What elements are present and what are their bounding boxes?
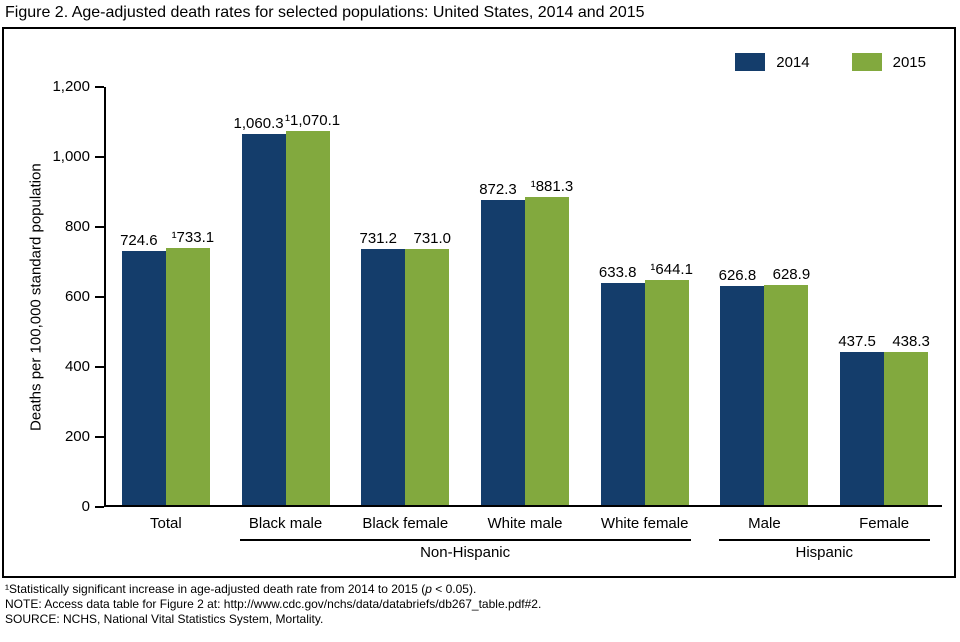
bar-group-black-female: 731.2 731.0 xyxy=(345,87,465,505)
bar-column-2015: ¹881.3 xyxy=(524,87,573,505)
bar-value-label: 633.8 xyxy=(598,264,637,282)
bar-column-2014: 437.5 xyxy=(838,87,885,505)
y-axis-tick xyxy=(95,366,104,368)
x-axis-label: Total xyxy=(150,515,182,532)
y-axis-tick xyxy=(95,436,104,438)
bar-value-label: 1,060.3 xyxy=(233,114,284,132)
bar-rect-2015 xyxy=(285,130,330,505)
x-axis-label: White female xyxy=(600,515,689,532)
bar-value-label: ¹733.1 xyxy=(171,229,215,247)
bar-value-label: 626.8 xyxy=(718,266,757,284)
y-axis-tick-label: 800 xyxy=(64,218,90,235)
legend-label-2015: 2015 xyxy=(892,53,926,71)
bar-rect-2014 xyxy=(241,133,286,505)
footnotes: ¹Statistically significant increase in a… xyxy=(5,582,541,627)
bar-value-label: 628.9 xyxy=(772,265,811,283)
bar-value-label: ¹1,070.1 xyxy=(285,111,341,129)
x-axis-label: Male xyxy=(748,515,781,532)
y-axis-tick-label: 1,000 xyxy=(52,148,90,165)
bar-group-white-female: 633.8 ¹644.1 xyxy=(585,87,705,505)
bar-rect-2014 xyxy=(840,351,885,505)
y-axis-tick xyxy=(95,156,104,158)
footnote-significance: ¹Statistically significant increase in a… xyxy=(5,582,541,597)
bar-value-label: 872.3 xyxy=(479,180,517,198)
bar-rect-2015 xyxy=(165,248,210,505)
y-axis-tick-label: 200 xyxy=(64,428,90,445)
bar-rect-2015 xyxy=(524,196,569,505)
bar-group-male: 626.8 628.9 xyxy=(705,87,825,505)
bar-rect-2014 xyxy=(121,251,166,505)
y-axis-tick-label: 1,200 xyxy=(52,78,90,95)
bar-rect-2014 xyxy=(720,285,765,505)
x-axis-label: Black female xyxy=(362,515,449,532)
y-axis-tick-label: 0 xyxy=(81,498,90,515)
legend: 2014 2015 xyxy=(735,53,926,71)
bar-group-total: 724.6 ¹733.1 xyxy=(106,87,226,505)
bar-column-2015: ¹1,070.1 xyxy=(285,87,340,505)
y-axis-tick xyxy=(95,506,104,508)
plot-area: 0 200 400 600 800 1,000 1,200 724.6 ¹733.1 Total 1… xyxy=(52,78,944,561)
x-axis-label: White male xyxy=(487,515,563,532)
bar-group-female: 437.5 438.3 xyxy=(824,87,944,505)
bar-column-2015: 731.0 xyxy=(405,87,452,505)
bar-group-white-male: 872.3 ¹881.3 xyxy=(465,87,585,505)
legend-item-2015: 2015 xyxy=(851,53,926,71)
y-axis-tick xyxy=(95,226,104,228)
bar-value-label: 731.2 xyxy=(359,230,398,248)
group-label: Non-Hispanic xyxy=(420,544,511,561)
bar-rect-2015 xyxy=(405,249,450,505)
legend-label-2014: 2014 xyxy=(776,53,810,71)
legend-item-2014: 2014 xyxy=(735,53,810,71)
bar-column-2014: 633.8 xyxy=(598,87,645,505)
legend-swatch-2015-icon xyxy=(851,53,882,71)
x-axis-label: Female xyxy=(859,515,910,532)
bar-column-2015: 628.9 xyxy=(764,87,811,505)
group-underline xyxy=(718,539,930,541)
bar-value-label: 724.6 xyxy=(120,232,158,250)
footnote-significance-end: < 0.05). xyxy=(431,582,477,596)
bar-column-2014: 1,060.3 xyxy=(234,87,286,505)
bar-value-label: 437.5 xyxy=(838,332,876,350)
y-axis-tick xyxy=(95,86,104,88)
bar-column-2014: 872.3 xyxy=(479,87,525,505)
bar-rect-2015 xyxy=(764,284,809,505)
group-label: Hispanic xyxy=(795,544,854,561)
bar-column-2014: 731.2 xyxy=(359,87,406,505)
bar-column-2015: 438.3 xyxy=(884,87,930,505)
bar-rect-2014 xyxy=(480,199,525,505)
bar-column-2014: 626.8 xyxy=(718,87,765,505)
y-axis-tick xyxy=(95,296,104,298)
bar-column-2015: ¹733.1 xyxy=(165,87,214,505)
bar-rect-2015 xyxy=(644,279,689,505)
bar-column-2014: 724.6 xyxy=(120,87,166,505)
figure-title: Figure 2. Age-adjusted death rates for s… xyxy=(5,4,645,21)
bar-rect-2015 xyxy=(884,351,929,505)
bar-column-2015: ¹644.1 xyxy=(644,87,693,505)
bar-value-label: 731.0 xyxy=(413,230,452,248)
y-axis-tick-label: 400 xyxy=(64,358,90,375)
footnote-note: NOTE: Access data table for Figure 2 at:… xyxy=(5,597,542,611)
bar-rect-2014 xyxy=(600,283,645,505)
bar-rect-2014 xyxy=(361,249,406,505)
chart-box: 2014 2015 Deaths per 100,000 standard po… xyxy=(2,27,956,578)
group-underline xyxy=(239,539,691,541)
footnote-p-italic: p xyxy=(425,582,432,596)
bar-value-label: ¹644.1 xyxy=(650,260,693,278)
footnote-significance-text: ¹Statistically significant increase in a… xyxy=(5,582,426,596)
bar-group-black-male: 1,060.3 ¹1,070.1 xyxy=(226,87,346,505)
y-axis-tick-label: 600 xyxy=(64,288,90,305)
footnote-source: SOURCE: NCHS, National Vital Statistics … xyxy=(5,612,324,626)
x-axis-label: Black male xyxy=(248,515,323,532)
legend-swatch-2014-icon xyxy=(735,53,766,71)
bar-value-label: ¹881.3 xyxy=(530,177,574,195)
bar-value-label: 438.3 xyxy=(892,332,930,350)
